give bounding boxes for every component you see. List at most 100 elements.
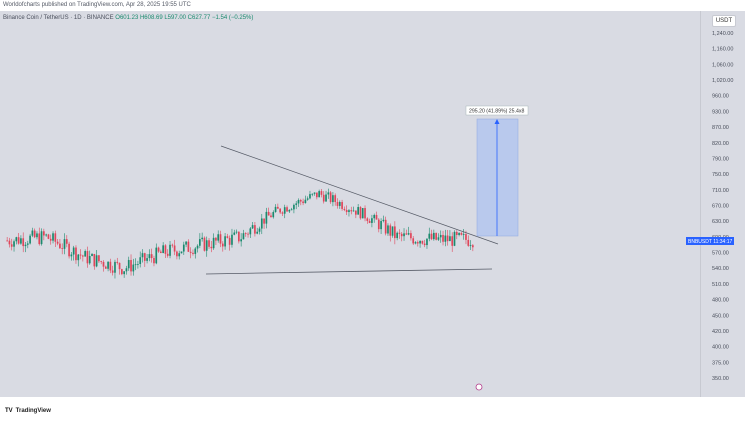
candle-body <box>309 194 311 199</box>
candle-body <box>38 233 41 245</box>
candle-body <box>320 191 323 195</box>
candle-body <box>414 242 417 244</box>
candle-body <box>148 254 151 259</box>
candle-body <box>380 221 382 230</box>
candle-body <box>33 230 36 238</box>
candle-body <box>311 193 314 195</box>
candle-body <box>396 232 398 239</box>
price-tick-label: 790.00 <box>712 156 729 162</box>
currency-selector[interactable]: USDT <box>712 15 736 27</box>
candle-body <box>455 231 458 235</box>
candle-body <box>343 208 346 210</box>
candle-body <box>244 233 247 235</box>
candle-body <box>233 232 236 235</box>
candle-body <box>318 191 320 198</box>
candle-body <box>171 244 174 246</box>
price-tick-label: 930.00 <box>712 109 729 115</box>
candle-body <box>410 233 412 239</box>
candle-body <box>426 238 428 246</box>
price-tick-label: 870.00 <box>712 125 729 131</box>
price-tick-label: 750.00 <box>712 172 729 178</box>
candle-body <box>88 256 91 264</box>
candle-body <box>444 235 447 242</box>
candle-body <box>196 245 199 249</box>
candle-body <box>428 233 431 239</box>
candle-body <box>199 239 201 246</box>
candle-body <box>355 210 357 215</box>
candle-body <box>277 206 279 209</box>
instrument-name: Binance Coin / TetherUS · 1D · BINANCE <box>3 15 114 21</box>
candle-body <box>123 271 125 275</box>
candle-body <box>100 261 103 263</box>
candle-body <box>403 233 405 237</box>
candle-body <box>263 218 265 224</box>
candle-body <box>316 192 318 198</box>
candle-body <box>306 198 309 200</box>
candle-body <box>228 237 231 245</box>
candle-body <box>286 207 288 212</box>
support-line <box>205 268 493 275</box>
price-scale[interactable] <box>700 11 745 397</box>
candle-body <box>433 232 435 240</box>
candle-body <box>43 231 45 236</box>
candle-body <box>150 254 153 259</box>
tradingview-logo-text: TradingView <box>15 408 51 414</box>
candle-body <box>329 192 332 203</box>
candle-body <box>348 210 350 213</box>
candle-body <box>258 228 261 232</box>
candle-body <box>102 261 105 267</box>
candle-body <box>98 255 100 262</box>
candle-body <box>63 239 66 249</box>
candle-body <box>435 232 437 240</box>
price-tick-label: 1,240.00 <box>712 31 733 37</box>
candle-body <box>446 235 449 242</box>
candle-body <box>297 200 300 204</box>
candle-body <box>82 255 84 257</box>
candle-body <box>127 260 130 269</box>
candle-body <box>157 247 160 252</box>
candle-body <box>400 233 403 237</box>
candle-body <box>189 251 192 253</box>
candle-body <box>178 253 181 257</box>
candle-body <box>137 264 139 265</box>
candle-body <box>288 209 291 212</box>
target-label-box <box>465 105 529 116</box>
candle-body <box>394 226 396 239</box>
candle-body <box>387 225 389 234</box>
candle-body <box>368 220 371 223</box>
chart-plot-area[interactable] <box>0 11 700 397</box>
candle-body <box>130 260 132 272</box>
candle-body <box>162 245 164 254</box>
candle-body <box>231 234 233 245</box>
candle-body <box>416 242 419 244</box>
candle-body <box>458 232 460 235</box>
candle-body <box>462 234 465 235</box>
last-price-label: BNBUSDT 11:34:17 <box>688 239 733 245</box>
candle-body <box>325 194 327 202</box>
target-arrow-head <box>494 119 500 124</box>
price-tick-label: 480.00 <box>712 298 729 304</box>
candle-body <box>155 247 158 264</box>
candle-body <box>472 245 474 248</box>
candle-body <box>15 237 18 242</box>
price-tick-label: 820.00 <box>712 141 729 147</box>
candle-body <box>304 199 307 204</box>
candle-body <box>210 246 213 249</box>
candle-body <box>265 211 268 224</box>
candle-body <box>267 211 270 216</box>
candle-body <box>6 240 8 242</box>
candle-body <box>290 209 293 211</box>
candle-body <box>322 194 325 202</box>
candle-body <box>451 236 454 246</box>
candle-body <box>357 207 359 215</box>
candle-body <box>215 237 217 241</box>
symbol-legend: Binance Coin / TetherUS · 1D · BINANCE O… <box>3 15 253 21</box>
candle-body <box>29 235 31 244</box>
candle-body <box>327 192 330 195</box>
candle-body <box>59 243 61 249</box>
candle-body <box>254 225 256 234</box>
candle-body <box>121 269 123 275</box>
candle-body <box>295 203 298 205</box>
footer-bar <box>0 397 745 422</box>
candle-body <box>439 234 442 238</box>
